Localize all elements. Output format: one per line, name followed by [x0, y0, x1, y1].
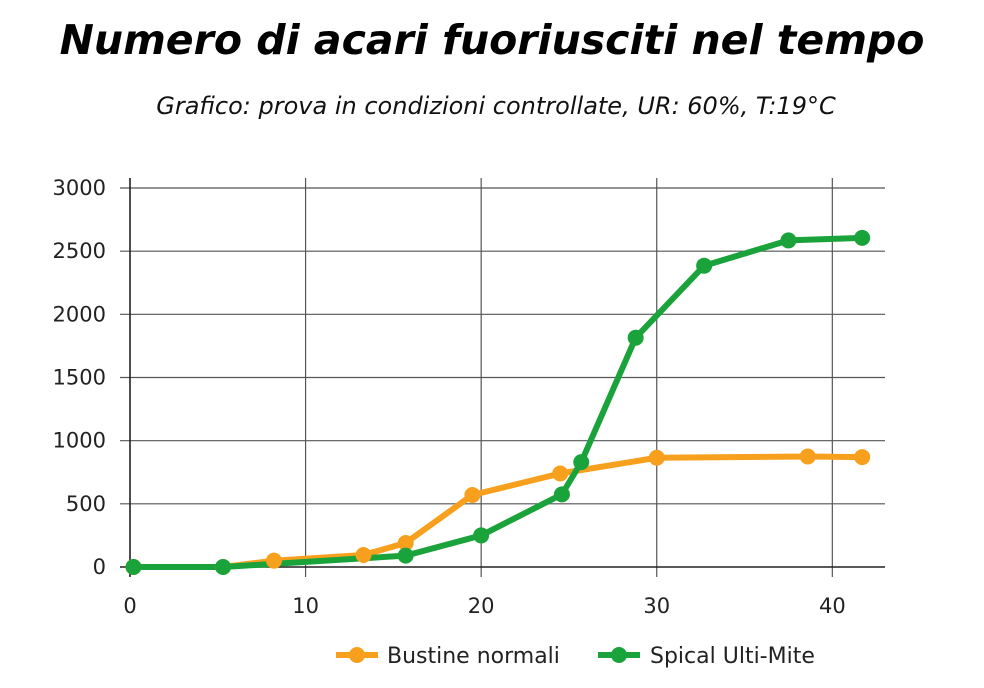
tick-labels: 0 500 1000 1500 2000 2500 3000 0 10 20 30 40 — [53, 176, 846, 618]
y-tick-label: 0 — [93, 555, 106, 579]
data-point — [854, 449, 871, 466]
legend-label: Bustine normali — [387, 644, 560, 669]
data-point — [553, 486, 570, 503]
data-point — [125, 559, 142, 575]
x-tick-label: 40 — [819, 594, 846, 618]
data-point — [473, 527, 490, 544]
legend-swatch-marker — [611, 647, 627, 663]
grid — [120, 178, 885, 577]
y-tick-label: 2500 — [53, 239, 106, 263]
chart-title: Numero di acari fuoriusciti nel tempo — [59, 16, 925, 64]
data-point — [464, 486, 481, 503]
series-layer — [125, 229, 871, 575]
series-line — [130, 453, 866, 570]
series-line — [130, 234, 866, 570]
x-tick-label: 10 — [292, 594, 319, 618]
data-point — [552, 465, 569, 482]
data-point — [648, 449, 665, 466]
data-point — [215, 559, 232, 575]
y-tick-label: 500 — [66, 492, 106, 516]
legend: Bustine normali Spical Ulti-Mite — [336, 644, 815, 669]
data-point — [265, 552, 282, 569]
chart-subtitle: Grafico: prova in condizioni controllate… — [156, 92, 836, 120]
x-tick-label: 20 — [468, 594, 495, 618]
y-tick-label: 1000 — [53, 429, 106, 453]
legend-label: Spical Ulti-Mite — [650, 644, 815, 669]
data-point — [696, 257, 713, 274]
data-point — [854, 229, 871, 246]
data-point — [355, 546, 372, 563]
data-point — [627, 329, 644, 346]
data-point — [397, 534, 414, 551]
x-tick-label: 0 — [123, 594, 136, 618]
data-point — [573, 454, 590, 471]
x-tick-label: 30 — [643, 594, 670, 618]
y-tick-label: 1500 — [53, 366, 106, 390]
data-point — [799, 448, 816, 465]
data-point — [780, 232, 797, 249]
data-point — [397, 547, 414, 564]
y-tick-label: 2000 — [53, 302, 106, 326]
legend-swatch-marker — [349, 647, 365, 663]
y-tick-label: 3000 — [53, 176, 106, 200]
